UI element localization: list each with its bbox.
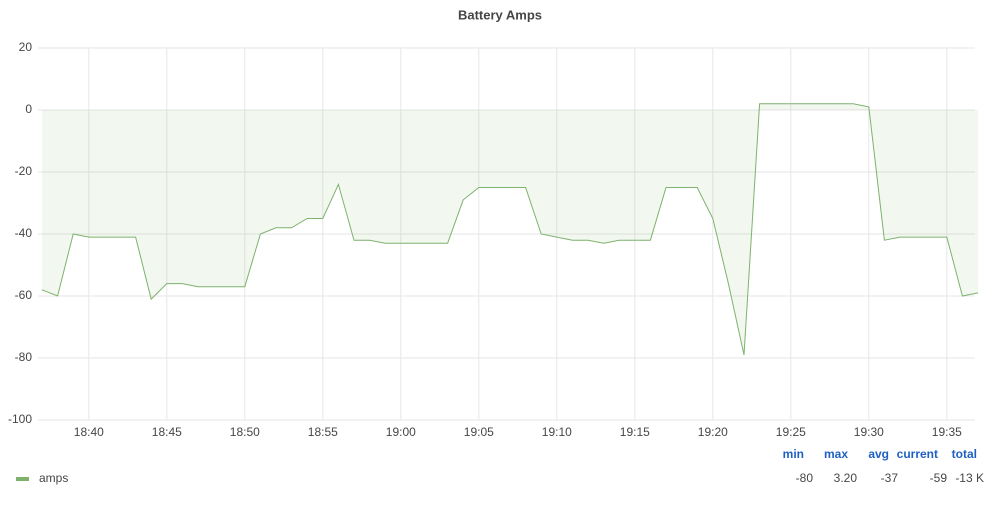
x-tick-label: 19:15 (620, 425, 650, 439)
x-tick-label: 19:20 (698, 425, 728, 439)
x-tick-label: 19:30 (854, 425, 884, 439)
legend-value: -13 K (955, 471, 984, 485)
x-tick-label: 18:40 (74, 425, 104, 439)
y-tick-label: -40 (15, 226, 33, 240)
x-tick-label: 19:05 (464, 425, 494, 439)
chart-title: Battery Amps (458, 7, 542, 22)
y-tick-label: -100 (8, 412, 32, 426)
area (42, 103, 978, 355)
x-tick-label: 19:10 (542, 425, 572, 439)
legend-header: min (783, 447, 804, 461)
x-tick-label: 18:55 (308, 425, 338, 439)
legend-value: -59 (930, 471, 948, 485)
y-tick-label: -20 (15, 164, 33, 178)
x-tick-label: 19:25 (776, 425, 806, 439)
y-tick-label: 0 (25, 102, 32, 116)
x-tick-label: 18:45 (152, 425, 182, 439)
x-tick-label: 19:00 (386, 425, 416, 439)
legend-value: 3.20 (834, 471, 858, 485)
legend-header: max (824, 447, 848, 461)
x-tick-label: 18:50 (230, 425, 260, 439)
x-tick-label: 19:35 (932, 425, 962, 439)
y-tick-label: 20 (19, 40, 33, 54)
line (41, 103, 979, 356)
legend-value: -37 (881, 471, 899, 485)
legend-swatch (16, 477, 29, 481)
legend-header: total (952, 447, 977, 461)
legend-header: current (897, 447, 938, 461)
legend-value: -80 (796, 471, 814, 485)
y-tick-label: -60 (15, 288, 33, 302)
legend-label: amps (39, 471, 68, 485)
legend-header: avg (868, 447, 889, 461)
y-tick-label: -80 (15, 350, 33, 364)
